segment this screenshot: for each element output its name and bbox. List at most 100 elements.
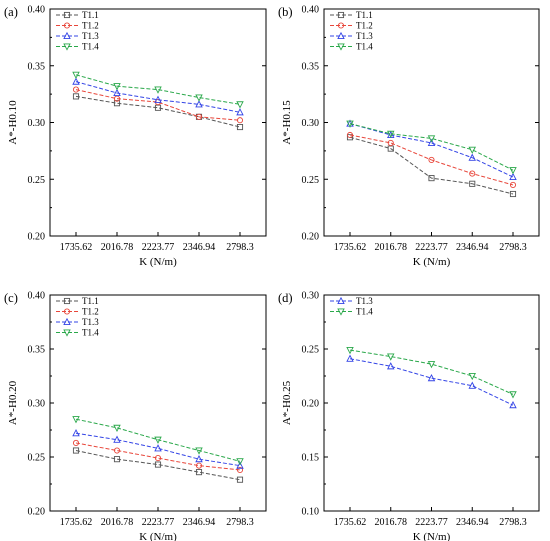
y-tick-label: 0.20 — [302, 232, 320, 243]
legend-marker — [63, 317, 71, 326]
series-line — [75, 442, 241, 471]
data-point — [113, 95, 121, 102]
legend-label: T1.3 — [356, 31, 373, 41]
y-tick-label: 0.30 — [302, 291, 320, 302]
data-point — [72, 77, 80, 85]
x-tick-label: 2798.3 — [226, 242, 254, 253]
data-point — [113, 456, 121, 463]
series-line — [75, 418, 241, 462]
series-T1.4 — [346, 120, 517, 175]
data-point — [236, 123, 244, 131]
y-tick-label: 0.30 — [302, 118, 320, 129]
x-tick-label: 2016.78 — [375, 242, 408, 253]
data-point — [346, 131, 354, 139]
data-point — [195, 100, 203, 108]
panel-label: (c) — [4, 291, 18, 305]
series-line — [349, 123, 514, 178]
legend: T1.1T1.2T1.3T1.4 — [56, 296, 99, 338]
data-point — [468, 153, 476, 161]
data-point — [509, 172, 517, 181]
legend-label: T1.1 — [356, 10, 373, 20]
series-T1.4 — [346, 347, 517, 399]
series-line — [75, 81, 241, 113]
data-point — [427, 373, 436, 382]
series-T1.3 — [72, 429, 244, 469]
y-axis-label: A*-H0.20 — [7, 380, 19, 425]
series-line — [75, 450, 241, 481]
y-tick-label: 0.20 — [28, 232, 46, 243]
data-point — [72, 86, 80, 93]
data-point — [236, 458, 244, 466]
x-tick-label: 2223.77 — [415, 242, 448, 253]
legend-label: T1.3 — [356, 296, 373, 306]
y-tick-label: 0.25 — [302, 345, 320, 356]
legend-marker — [63, 31, 71, 40]
series-line — [349, 123, 514, 171]
legend-marker — [63, 308, 71, 315]
y-tick-label: 0.40 — [302, 5, 320, 16]
x-tick-label: 2016.78 — [101, 242, 134, 253]
y-tick-label: 0.15 — [302, 453, 320, 464]
legend-label: T1.3 — [82, 31, 99, 41]
data-point — [427, 138, 436, 146]
chart-panel-b: 0.20 0.25 0.30 0.35 0.40 1735.62 2016.78 2223.7… — [278, 5, 540, 268]
data-point — [113, 447, 121, 454]
y-tick-label: 0.25 — [302, 175, 320, 186]
legend-label: T1.2 — [82, 21, 99, 31]
data-point — [387, 145, 394, 152]
y-tick-label: 0.40 — [28, 5, 46, 16]
chart-panel-d: 0.10 0.15 0.20 0.25 0.30 1735.62 2016.78 2223.7… — [278, 291, 540, 541]
x-tick-label: 2346.94 — [456, 517, 489, 528]
data-point — [387, 139, 394, 146]
legend-marker — [63, 11, 71, 19]
legend-label: T1.4 — [82, 328, 99, 338]
plot-frame — [323, 294, 540, 512]
y-axis-label: A*-H0.15 — [281, 100, 293, 145]
series-line — [75, 74, 241, 105]
legend: T1.1T1.2T1.3T1.4 — [56, 10, 99, 52]
legend-marker — [337, 31, 345, 40]
data-point — [72, 93, 80, 100]
data-point — [154, 86, 162, 94]
x-tick-label: 1735.62 — [60, 517, 93, 528]
data-point — [387, 130, 395, 139]
data-point — [387, 353, 395, 361]
data-point — [195, 113, 203, 120]
series-line — [349, 358, 514, 406]
series-line — [349, 134, 514, 186]
legend-marker — [63, 297, 71, 305]
legend-marker — [337, 308, 345, 316]
y-axis-label: A*-H0.10 — [7, 100, 19, 145]
y-tick-label: 0.40 — [28, 291, 46, 302]
y-tick-label: 0.30 — [28, 399, 46, 410]
x-tick-label: 2223.77 — [142, 242, 175, 253]
legend-marker — [63, 43, 71, 51]
y-tick-label: 0.20 — [28, 507, 46, 518]
legend-label: T1.4 — [356, 42, 373, 52]
data-point — [509, 190, 517, 198]
panel-label: (b) — [278, 5, 293, 19]
y-tick-label: 0.25 — [28, 175, 46, 186]
series-line — [349, 136, 514, 195]
data-point — [468, 146, 476, 154]
data-point — [509, 400, 517, 409]
data-point — [154, 436, 162, 444]
legend-marker — [337, 11, 345, 19]
legend-label: T1.1 — [82, 10, 99, 20]
data-point — [195, 447, 203, 455]
data-point — [113, 83, 121, 91]
data-point — [509, 391, 517, 399]
x-tick-label: 2346.94 — [183, 242, 216, 253]
data-point — [346, 134, 354, 141]
data-point — [236, 101, 244, 109]
series-T1.3 — [346, 354, 517, 409]
data-point — [195, 94, 203, 102]
y-tick-label: 0.30 — [28, 118, 46, 129]
panel-label: (d) — [278, 291, 293, 305]
legend: T1.1T1.2T1.3T1.4 — [330, 10, 373, 52]
x-tick-label: 1735.62 — [60, 242, 93, 253]
data-point — [509, 167, 517, 175]
data-point — [72, 429, 80, 437]
y-axis-label: A*-H0.25 — [281, 380, 293, 425]
x-tick-label: 2223.77 — [415, 517, 448, 528]
